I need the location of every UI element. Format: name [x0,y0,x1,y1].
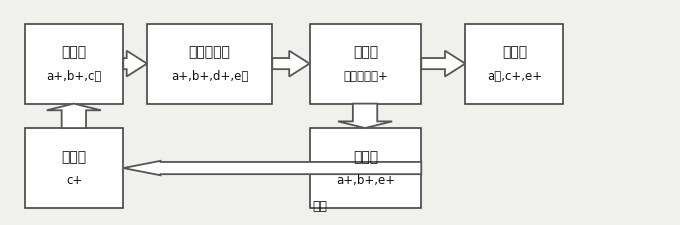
Text: a－,c+,e+: a－,c+,e+ [487,70,542,83]
FancyBboxPatch shape [25,128,123,208]
Polygon shape [47,104,101,128]
Polygon shape [422,51,465,76]
Text: 落　葉: 落 葉 [502,45,527,59]
FancyBboxPatch shape [465,24,564,104]
Polygon shape [272,51,309,76]
Polygon shape [123,161,422,175]
Text: a+,b+,e+: a+,b+,e+ [336,174,395,187]
Polygon shape [338,104,392,128]
Text: a+,b+,d+,e－: a+,b+,d+,e－ [171,70,248,83]
Text: 開　花: 開 花 [353,45,378,59]
Polygon shape [123,51,147,76]
Text: 分化・成長: 分化・成長 [188,45,231,59]
Text: フロリゲン+: フロリゲン+ [343,70,388,83]
Text: a+,b+,c－: a+,b+,c－ [46,70,102,83]
FancyBboxPatch shape [309,24,422,104]
FancyBboxPatch shape [147,24,272,104]
Text: 結　実: 結 実 [353,150,378,164]
FancyBboxPatch shape [309,128,422,208]
FancyBboxPatch shape [25,24,123,104]
Text: 発　芽: 発 芽 [62,45,87,59]
Text: 休　眠: 休 眠 [62,150,87,164]
Text: c+: c+ [66,174,82,187]
Text: 図１: 図１ [312,200,327,212]
